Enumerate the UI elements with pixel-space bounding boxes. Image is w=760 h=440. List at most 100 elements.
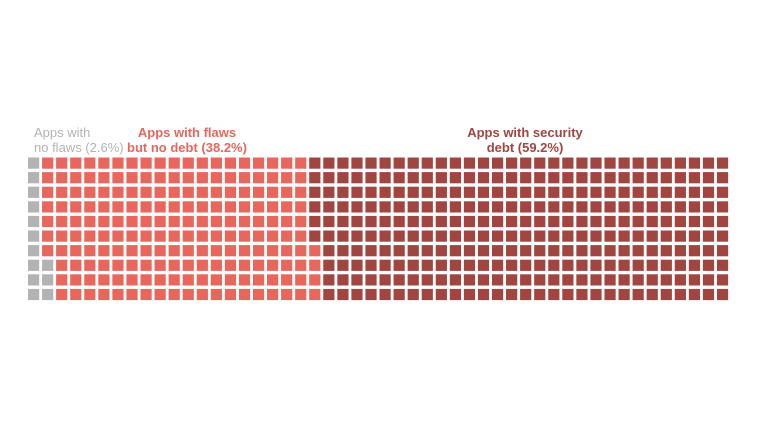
waffle-cell <box>168 186 180 198</box>
waffle-cell <box>421 274 433 286</box>
waffle-cell <box>126 230 138 242</box>
waffle-cell <box>562 245 574 257</box>
waffle-cell <box>252 288 265 301</box>
waffle-cell <box>463 157 476 169</box>
waffle-cell <box>379 259 391 271</box>
waffle-cell <box>421 172 433 184</box>
waffle-cell <box>632 245 644 257</box>
waffle-cell <box>56 157 68 169</box>
waffle-cell <box>421 215 433 228</box>
waffle-cell <box>590 230 602 242</box>
waffle-cell <box>210 215 222 228</box>
waffle-cell <box>407 186 419 198</box>
waffle-cell <box>252 245 265 257</box>
waffle-cell <box>449 201 461 213</box>
waffle-cell <box>309 172 321 184</box>
waffle-cell <box>660 230 672 242</box>
waffle-cell <box>548 172 560 184</box>
waffle-cell <box>70 230 82 242</box>
waffle-cell <box>28 186 40 198</box>
waffle-cell <box>491 157 504 169</box>
waffle-cell <box>491 172 504 184</box>
waffle-cell <box>28 157 40 169</box>
label-line: debt (59.2%) <box>486 140 564 155</box>
waffle-cell <box>252 157 265 169</box>
waffle-cell <box>210 259 222 271</box>
waffle-cell <box>182 230 194 242</box>
waffle-cell <box>98 157 110 169</box>
waffle-cell <box>224 245 237 257</box>
waffle-cell <box>84 186 96 198</box>
waffle-cell <box>463 172 476 184</box>
waffle-cell <box>224 288 237 301</box>
waffle-cell <box>112 259 124 271</box>
waffle-cell <box>309 157 321 169</box>
waffle-cell <box>618 230 630 242</box>
label-no-flaws: Apps with no flaws (2.6%) <box>34 125 124 155</box>
waffle-cell <box>112 288 124 301</box>
waffle-cell <box>224 201 237 213</box>
waffle-cell <box>42 201 54 213</box>
waffle-cell <box>520 186 532 198</box>
waffle-cell <box>238 259 251 271</box>
waffle-cell <box>295 288 307 301</box>
waffle-cell <box>267 288 279 301</box>
waffle-cell <box>477 288 490 301</box>
waffle-cell <box>323 288 335 301</box>
waffle-cell <box>281 288 293 301</box>
label-security-debt: Apps with security debt (59.2%) <box>440 125 610 155</box>
waffle-cell <box>56 215 68 228</box>
waffle-cell <box>491 201 504 213</box>
waffle-cell <box>477 186 490 198</box>
waffle-cell <box>590 288 602 301</box>
waffle-cell <box>449 245 461 257</box>
waffle-cell <box>70 245 82 257</box>
waffle-cell <box>182 157 194 169</box>
waffle-cell <box>477 215 490 228</box>
waffle-cell <box>407 157 419 169</box>
waffle-cell <box>168 245 180 257</box>
waffle-cell <box>393 245 405 257</box>
waffle-cell <box>267 157 279 169</box>
waffle-cell <box>716 215 729 228</box>
waffle-cell <box>379 288 391 301</box>
waffle-cell <box>604 230 616 242</box>
waffle-cell <box>267 201 279 213</box>
waffle-cell <box>646 288 658 301</box>
waffle-cell <box>112 172 124 184</box>
waffle-cell <box>70 172 82 184</box>
waffle-cell <box>520 274 532 286</box>
waffle-cell <box>393 215 405 228</box>
waffle-cell <box>140 215 152 228</box>
waffle-cell <box>674 215 686 228</box>
waffle-cell <box>267 186 279 198</box>
waffle-cell <box>534 288 546 301</box>
waffle-cell <box>98 288 110 301</box>
waffle-cell <box>309 186 321 198</box>
waffle-cell <box>42 259 54 271</box>
waffle-cell <box>435 259 447 271</box>
waffle-cell <box>576 157 588 169</box>
waffle-cell <box>126 186 138 198</box>
waffle-cell <box>491 259 504 271</box>
waffle-cell <box>323 201 335 213</box>
waffle-cell <box>365 245 377 257</box>
waffle-cell <box>688 186 701 198</box>
waffle-cell <box>56 186 68 198</box>
waffle-cell <box>506 259 518 271</box>
waffle-cell <box>379 274 391 286</box>
waffle-cell <box>224 274 237 286</box>
waffle-cell <box>238 186 251 198</box>
waffle-cell <box>604 157 616 169</box>
waffle-cell <box>84 172 96 184</box>
waffle-cell <box>126 172 138 184</box>
waffle-cell <box>281 201 293 213</box>
waffle-cell <box>84 274 96 286</box>
waffle-cell <box>646 186 658 198</box>
waffle-cell <box>238 157 251 169</box>
waffle-cell <box>365 274 377 286</box>
waffle-cell <box>688 172 701 184</box>
waffle-cell <box>56 172 68 184</box>
waffle-cell <box>281 274 293 286</box>
waffle-cell <box>548 245 560 257</box>
